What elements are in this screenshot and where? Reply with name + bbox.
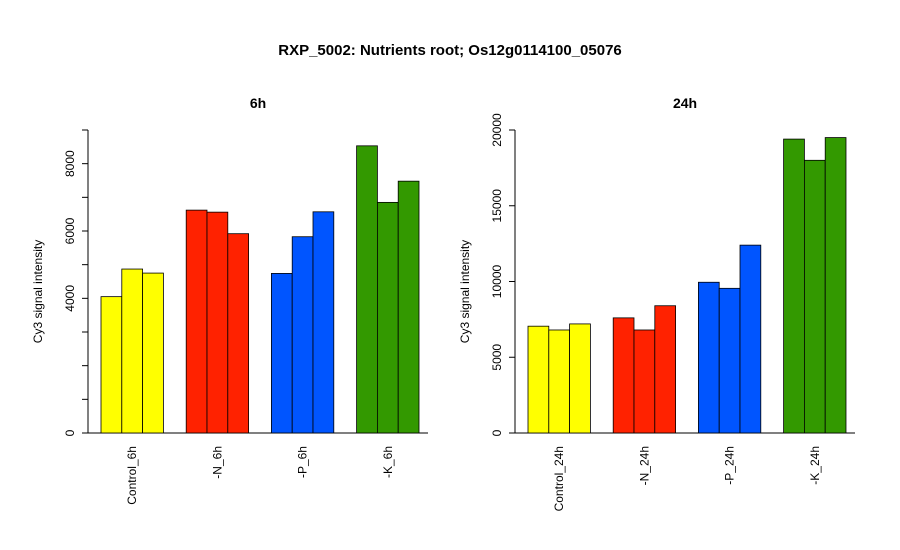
chart-panel-6h: 6h 0 4000 6000 8000 Cy3 signal intensity Contr… [31,95,428,505]
y-tick-label: 5000 [490,344,504,371]
y-tick-label: 4000 [63,285,77,312]
x-tick-label: -N_24h [637,446,651,485]
bar[interactable] [270,273,293,434]
chart-panel-24h: 24h 0 5000 10000 15000 20000 Cy3 signal intens… [458,95,855,511]
x-tick-label: -P_6h [296,446,310,478]
bar[interactable] [824,137,847,434]
bar[interactable] [548,329,570,434]
bar[interactable] [718,287,741,434]
bar[interactable] [527,325,550,434]
bar[interactable] [804,159,826,434]
y-tick-label: 8000 [63,150,77,177]
x-tick-label: -K_6h [381,446,395,478]
bar[interactable] [356,145,378,434]
y-tick-label: 0 [63,429,77,436]
figure-title: RXP_5002: Nutrients root; Os12g0114100_0… [278,42,622,59]
y-tick-label: 0 [490,429,504,436]
bar[interactable] [100,296,123,434]
bar[interactable] [654,305,676,434]
bar[interactable] [291,236,314,434]
bar[interactable] [783,138,805,434]
bar[interactable] [376,201,399,434]
x-tick-label: -P_24h [723,446,737,485]
y-tick-label: 6000 [63,217,77,244]
bar[interactable] [142,272,164,434]
bar[interactable] [206,211,229,434]
y-tick-label: 15000 [490,189,504,223]
y-tick-label: 20000 [490,113,504,147]
bar[interactable] [185,209,208,434]
x-tick-label: -N_6h [210,446,224,479]
bar[interactable] [121,268,144,434]
y-axis-label: Cy3 signal intensity [31,240,45,343]
panel-title: 6h [250,95,266,111]
x-tick-label: Control_24h [552,446,566,511]
bar[interactable] [312,211,335,434]
bar[interactable] [739,244,762,434]
bar[interactable] [698,281,720,434]
x-tick-label: -K_24h [808,446,822,485]
panel-title: 24h [673,95,697,111]
x-tick-label: Control_6h [125,446,139,505]
bar[interactable] [612,317,635,434]
bar[interactable] [633,329,656,434]
bar[interactable] [569,323,591,434]
bar[interactable] [227,233,250,434]
y-tick-label: 10000 [490,264,504,298]
y-axis-label: Cy3 signal intensity [458,240,472,343]
bar[interactable] [397,180,420,434]
